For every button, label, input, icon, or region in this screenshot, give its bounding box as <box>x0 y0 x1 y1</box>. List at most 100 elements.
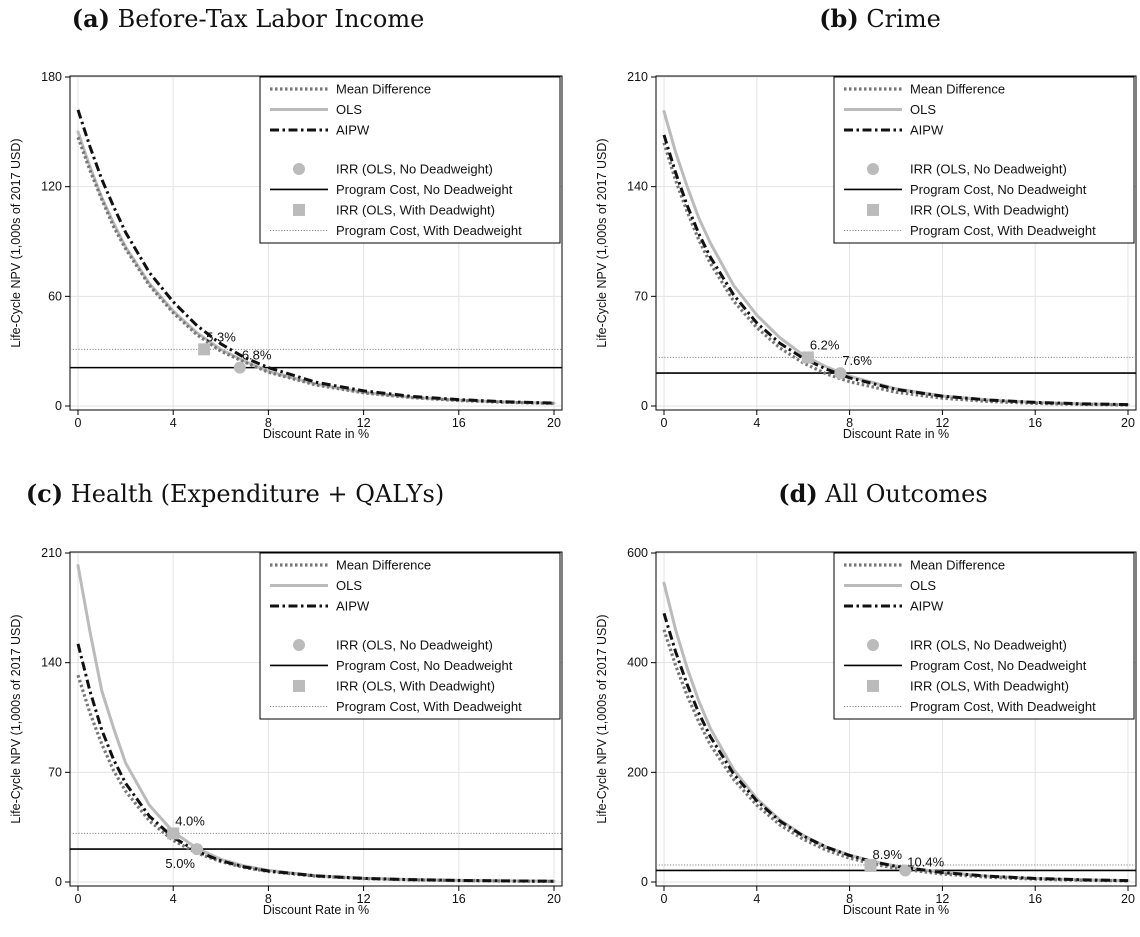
panel-label: (b) <box>819 4 859 33</box>
x-tick-label: 20 <box>547 892 561 906</box>
legend: Mean Difference OLS AIPW IRR (OLS, No Deadw… <box>833 552 1135 720</box>
y-tick-label: 140 <box>41 656 62 670</box>
x-axis-label: Discount Rate in % <box>263 427 369 441</box>
legend-irr_dw-swatch <box>293 203 305 216</box>
y-tick-label: 0 <box>641 399 648 413</box>
irr-no-deadweight-marker <box>191 843 203 856</box>
x-axis-label: Discount Rate in % <box>843 903 949 917</box>
y-tick-label: 210 <box>627 70 648 84</box>
irr-no-deadweight-marker <box>899 864 912 877</box>
y-tick-label: 0 <box>55 875 62 889</box>
irr-label: 5.0% <box>165 856 195 871</box>
x-tick-label: 0 <box>661 416 668 430</box>
y-axis-label: Life-Cycle NPV (1,000s of 2017 USD) <box>9 614 23 823</box>
irr-label: 5.3% <box>206 329 236 344</box>
legend-irr_nodw-swatch <box>867 162 879 175</box>
legend-irr_nodw-label: IRR (OLS, No Deadweight) <box>910 637 1067 652</box>
legend-cost_nodw-label: Program Cost, No Deadweight <box>336 182 513 197</box>
y-tick-label: 140 <box>627 180 648 194</box>
y-tick-label: 60 <box>48 289 62 303</box>
y-tick-label: 180 <box>41 70 62 84</box>
y-tick-label: 70 <box>634 289 648 303</box>
legend-irr_nodw-swatch <box>867 638 879 651</box>
legend-aipw-label: AIPW <box>910 123 944 138</box>
x-tick-label: 12 <box>935 892 949 906</box>
plot-frame <box>655 551 1137 887</box>
legend-irr_dw-label: IRR (OLS, With Deadwight) <box>336 678 495 693</box>
x-tick-label: 16 <box>1028 892 1042 906</box>
y-axis-label: Life-Cycle NPV (1,000s of 2017 USD) <box>9 138 23 347</box>
x-tick-label: 4 <box>170 892 177 906</box>
plot-frame <box>655 75 1137 411</box>
panel-title: (c) Health (Expenditure + QALYs) <box>26 479 444 508</box>
x-tick-label: 8 <box>846 892 853 906</box>
x-tick-label: 0 <box>75 892 82 906</box>
x-tick-label: 0 <box>661 892 668 906</box>
x-tick-label: 0 <box>75 416 82 430</box>
legend-aipw-label: AIPW <box>910 599 944 614</box>
x-tick-label: 8 <box>265 892 272 906</box>
x-tick-label: 8 <box>265 416 272 430</box>
y-axis-label: Life-Cycle NPV (1,000s of 2017 USD) <box>595 614 609 823</box>
panel-label: (c) <box>26 479 63 508</box>
x-tick-label: 20 <box>547 416 561 430</box>
legend-ols-label: OLS <box>336 578 362 593</box>
irr-no-deadweight-marker <box>233 361 246 374</box>
irr-label: 10.4% <box>907 854 944 869</box>
aipw-series-line <box>76 643 555 883</box>
legend: Mean Difference OLS AIPW IRR (OLS, No Deadw… <box>259 76 561 244</box>
panel-title-text: Before-Tax Labor Income <box>110 5 424 33</box>
x-tick-label: 16 <box>452 892 466 906</box>
irr-label: 7.6% <box>842 353 872 368</box>
legend-irr_dw-swatch <box>867 203 879 216</box>
legend-irr_dw-label: IRR (OLS, With Deadwight) <box>336 202 495 217</box>
legend-cost_dw-label: Program Cost, With Deadweight <box>910 223 1096 238</box>
legend-ols-label: OLS <box>910 102 936 117</box>
legend-aipw-label: AIPW <box>336 123 370 138</box>
panel-title-text: Health (Expenditure + QALYs) <box>63 480 444 508</box>
legend-mean-label: Mean Difference <box>910 82 1005 97</box>
legend-mean-label: Mean Difference <box>336 82 431 97</box>
legend-box <box>833 76 1135 244</box>
y-axis-label: Life-Cycle NPV (1,000s of 2017 USD) <box>595 138 609 347</box>
legend-ols-label: OLS <box>336 102 362 117</box>
legend-box <box>833 552 1135 720</box>
legend-irr_nodw-label: IRR (OLS, No Deadweight) <box>336 161 493 176</box>
irr-label: 4.0% <box>175 813 205 828</box>
panel-title-text: Crime <box>859 5 941 33</box>
legend-mean-label: Mean Difference <box>910 558 1005 573</box>
x-tick-label: 12 <box>357 892 371 906</box>
legend-box <box>259 552 561 720</box>
legend-irr_dw-swatch <box>293 679 305 692</box>
x-tick-label: 12 <box>935 416 949 430</box>
panel-title: (a) Before-Tax Labor Income <box>72 4 425 33</box>
irr-with-deadweight-marker <box>198 343 211 356</box>
legend: Mean Difference OLS AIPW IRR (OLS, No Deadw… <box>259 552 561 720</box>
x-tick-label: 4 <box>753 892 760 906</box>
y-tick-label: 210 <box>41 546 62 560</box>
aipw-series-line <box>662 612 1129 883</box>
panel-label: (d) <box>778 479 818 508</box>
legend-cost_nodw-label: Program Cost, No Deadweight <box>910 658 1087 673</box>
plot-frame <box>69 75 563 411</box>
x-tick-label: 8 <box>846 416 853 430</box>
irr-with-deadweight-marker <box>801 351 814 364</box>
legend-ols-label: OLS <box>910 578 936 593</box>
panel-label: (a) <box>72 4 110 33</box>
legend-cost_dw-label: Program Cost, With Deadweight <box>336 699 522 714</box>
chart-panel-a: (a) Before-Tax Labor Income 0 4 8 12 16 20 0 60 1… <box>9 4 563 441</box>
legend: Mean Difference OLS AIPW IRR (OLS, No Deadw… <box>833 76 1135 244</box>
legend-irr_nodw-swatch <box>293 162 305 175</box>
x-tick-label: 20 <box>1121 416 1135 430</box>
x-tick-label: 4 <box>170 416 177 430</box>
irr-label: 6.8% <box>242 348 272 363</box>
legend-irr_dw-label: IRR (OLS, With Deadwight) <box>910 202 1069 217</box>
legend-irr_nodw-label: IRR (OLS, No Deadweight) <box>336 637 493 652</box>
y-tick-label: 200 <box>627 765 648 779</box>
irr-no-deadweight-marker <box>834 367 847 380</box>
x-tick-label: 12 <box>357 416 371 430</box>
aipw-series-line <box>76 109 555 405</box>
x-tick-label: 16 <box>452 416 466 430</box>
